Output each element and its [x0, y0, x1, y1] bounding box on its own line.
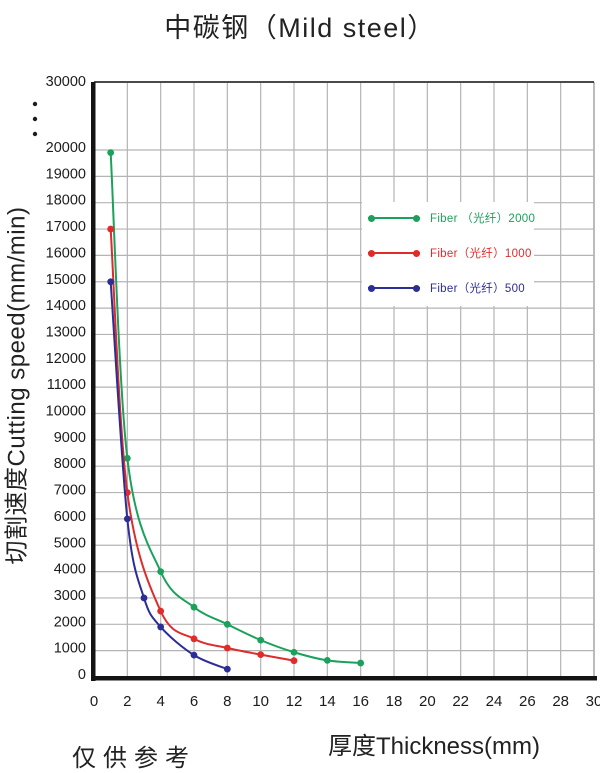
svg-text:24: 24	[486, 693, 503, 710]
legend-label: Fiber（光纤）500	[430, 283, 525, 295]
svg-text:12: 12	[286, 693, 303, 710]
svg-text:30: 30	[586, 693, 600, 710]
svg-text:15000: 15000	[46, 272, 86, 288]
svg-text:10000: 10000	[46, 404, 86, 420]
svg-text:4: 4	[156, 693, 164, 710]
svg-text:8: 8	[223, 693, 231, 710]
disclaimer-note: 仅供参考	[72, 745, 196, 772]
svg-text:2: 2	[123, 693, 131, 710]
svg-text:0: 0	[78, 667, 86, 683]
svg-text:14000: 14000	[46, 298, 86, 314]
y-axis-title: 切割速度Cutting speed(mm/min)	[3, 206, 31, 565]
svg-text:8000: 8000	[54, 456, 86, 472]
svg-text:13000: 13000	[46, 324, 86, 340]
svg-text:12000: 12000	[46, 351, 86, 367]
svg-text:16: 16	[352, 693, 369, 710]
legend-label: Fiber （光纤）2000	[430, 213, 536, 225]
svg-text:6: 6	[190, 693, 198, 710]
svg-text:14: 14	[319, 693, 336, 710]
legend-marker-line-icon	[368, 249, 420, 257]
svg-text:30000: 30000	[46, 74, 86, 90]
chart-title: 中碳钢（Mild steel）	[164, 13, 436, 43]
legend-marker-line-icon	[368, 214, 420, 222]
svg-text:6000: 6000	[54, 509, 86, 525]
svg-text:19000: 19000	[46, 166, 86, 182]
svg-text:18: 18	[386, 693, 403, 710]
svg-text:9000: 9000	[54, 430, 86, 446]
svg-text:4000: 4000	[54, 562, 86, 578]
svg-text:20: 20	[419, 693, 436, 710]
svg-text:20000: 20000	[46, 140, 86, 156]
legend-item-fiber-500: Fiber（光纤）500	[368, 282, 534, 295]
svg-text:18000: 18000	[46, 193, 86, 209]
legend-item-fiber-2000: Fiber （光纤）2000	[368, 212, 536, 225]
svg-text:22: 22	[452, 693, 469, 710]
svg-text:7000: 7000	[54, 483, 86, 499]
legend-item-fiber-1000: Fiber（光纤）1000	[368, 247, 534, 260]
svg-text:2000: 2000	[54, 614, 86, 630]
svg-text:17000: 17000	[46, 219, 86, 235]
legend-marker-line-icon	[368, 284, 420, 292]
svg-text:5000: 5000	[54, 535, 86, 551]
svg-text:16000: 16000	[46, 245, 86, 261]
svg-text:3000: 3000	[54, 588, 86, 604]
x-axis-title: 厚度Thickness(mm)	[328, 733, 541, 760]
legend: Fiber （光纤）2000 Fiber（光纤）1000 Fiber（光纤）50…	[362, 202, 536, 306]
svg-text:1000: 1000	[54, 641, 86, 657]
svg-text:0: 0	[90, 693, 98, 710]
svg-text:10: 10	[252, 693, 269, 710]
legend-label: Fiber（光纤）1000	[430, 248, 532, 260]
svg-text:28: 28	[552, 693, 569, 710]
svg-text:11000: 11000	[47, 377, 86, 393]
svg-text:26: 26	[519, 693, 536, 710]
